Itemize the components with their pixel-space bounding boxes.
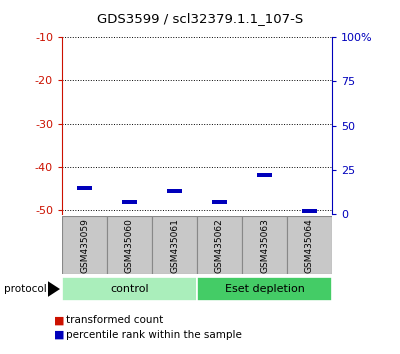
- Text: transformed count: transformed count: [66, 315, 163, 325]
- Text: percentile rank within the sample: percentile rank within the sample: [66, 330, 242, 339]
- Text: GSM435061: GSM435061: [170, 218, 179, 273]
- Bar: [152, 216, 197, 274]
- Bar: [62, 277, 197, 301]
- Bar: [77, 186, 92, 189]
- Text: GSM435064: GSM435064: [305, 218, 314, 273]
- Text: GSM435063: GSM435063: [260, 218, 269, 273]
- Bar: [107, 216, 152, 274]
- Text: Eset depletion: Eset depletion: [224, 284, 304, 294]
- Bar: [167, 189, 182, 193]
- Bar: [302, 209, 317, 212]
- Text: control: control: [110, 284, 149, 294]
- Bar: [242, 216, 287, 274]
- Bar: [62, 216, 107, 274]
- Bar: [257, 173, 272, 177]
- Bar: [287, 216, 332, 274]
- Bar: [212, 200, 227, 204]
- Polygon shape: [48, 281, 60, 297]
- Text: GDS3599 / scl32379.1.1_107-S: GDS3599 / scl32379.1.1_107-S: [97, 12, 303, 25]
- Text: ■: ■: [54, 330, 64, 339]
- Bar: [197, 216, 242, 274]
- Text: ■: ■: [54, 315, 64, 325]
- Text: GSM435062: GSM435062: [215, 218, 224, 273]
- Bar: [197, 277, 332, 301]
- Text: protocol: protocol: [4, 284, 47, 294]
- Bar: [122, 200, 137, 204]
- Text: GSM435059: GSM435059: [80, 218, 89, 273]
- Text: GSM435060: GSM435060: [125, 218, 134, 273]
